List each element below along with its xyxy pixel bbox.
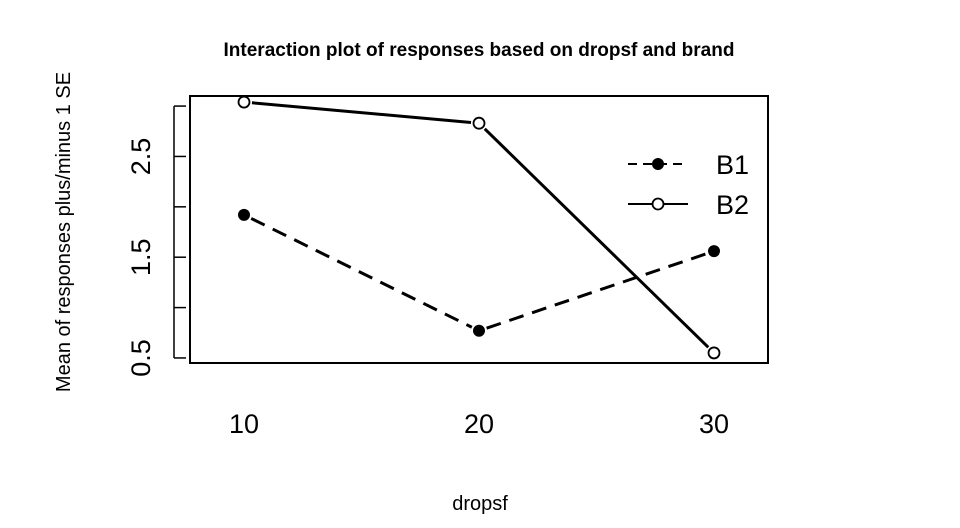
y-axis: 0.5 1.5 2.5 bbox=[126, 105, 186, 377]
y-tick-label-2: 2.5 bbox=[126, 138, 156, 176]
legend-label-B1: B1 bbox=[716, 150, 749, 180]
point-B1-20 bbox=[473, 324, 485, 337]
legend-marker-B2 bbox=[651, 197, 665, 211]
x-tick-label-10: 10 bbox=[229, 409, 259, 439]
point-B1-30 bbox=[708, 245, 720, 258]
series-layer bbox=[237, 95, 721, 360]
point-B2-30 bbox=[707, 346, 721, 360]
x-tick-label-20: 20 bbox=[464, 409, 494, 439]
x-axis: 10 20 30 bbox=[229, 409, 729, 439]
point-B2-10 bbox=[237, 95, 251, 109]
plot-frame bbox=[189, 95, 769, 364]
x-axis-title: dropsf bbox=[452, 493, 508, 515]
y-axis-title: Mean of responses plus/minus 1 SE bbox=[53, 72, 75, 392]
point-B1-10 bbox=[238, 208, 250, 221]
series-B1-segment-1 bbox=[486, 252, 707, 330]
x-tick-label-30: 30 bbox=[699, 409, 729, 439]
y-tick-label-0: 0.5 bbox=[126, 339, 156, 377]
series-B2-segment-0 bbox=[251, 101, 472, 124]
series-B1-segment-0 bbox=[250, 217, 473, 329]
legend-label-B2: B2 bbox=[716, 190, 749, 220]
chart-title: Interaction plot of responses based on d… bbox=[224, 40, 735, 61]
point-B2-20 bbox=[472, 116, 486, 130]
legend-marker-B1 bbox=[652, 158, 664, 170]
series-B2-segment-1 bbox=[483, 127, 710, 349]
y-tick-label-1: 1.5 bbox=[126, 238, 156, 276]
